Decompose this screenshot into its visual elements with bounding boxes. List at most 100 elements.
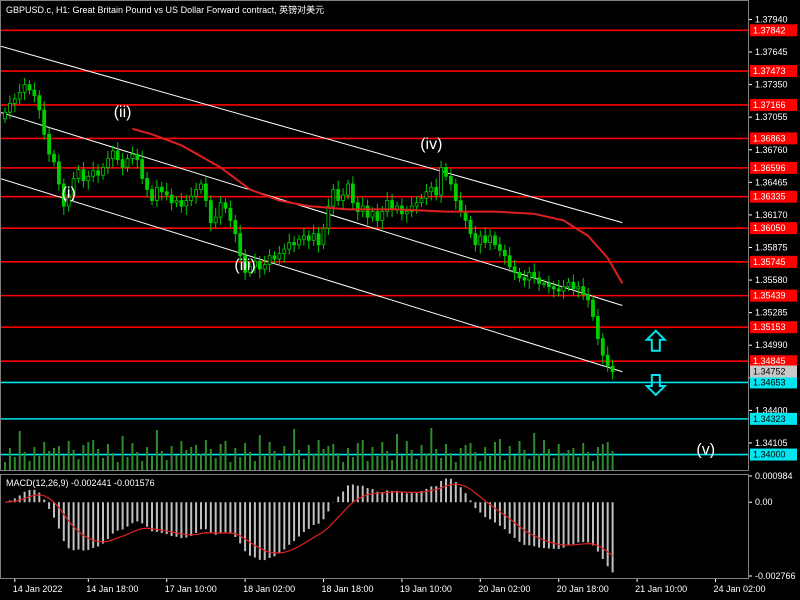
chart-title: GBPUSD.c, H1: Great Britain Pound vs US … <box>6 4 324 15</box>
candle <box>86 170 91 190</box>
candle <box>282 243 287 263</box>
candle <box>473 225 478 252</box>
candle <box>189 187 194 207</box>
candle-body <box>208 200 213 224</box>
candle-body <box>311 233 316 241</box>
resistance-level-4-tag-bg <box>750 161 797 174</box>
candle-body <box>414 202 419 207</box>
candle-body <box>493 235 497 246</box>
price-tick-label: 1.35875 <box>755 242 788 252</box>
wave-label: (iv) <box>420 136 442 153</box>
candle <box>106 150 110 175</box>
resistance-level-9-tag-bg <box>750 321 797 334</box>
resistance-level-7-tag: 1.35745 <box>753 257 786 267</box>
candle-body <box>272 255 277 260</box>
support-level-0-tag-bg <box>750 376 797 389</box>
candle-body <box>233 220 238 235</box>
price-tick-label: 1.37940 <box>755 14 788 24</box>
candle <box>493 231 497 250</box>
candle-body <box>164 191 169 196</box>
candle-body <box>370 211 375 218</box>
wave-label: (iii) <box>234 257 255 274</box>
candle <box>468 216 473 239</box>
candle-body <box>292 242 297 246</box>
candle <box>596 308 600 346</box>
candle <box>571 274 576 296</box>
resistance-level-2-tag-bg <box>750 98 797 111</box>
candle <box>424 183 429 205</box>
candle-body <box>145 178 150 190</box>
candle <box>453 178 458 210</box>
candle-body <box>355 202 360 213</box>
candle <box>444 163 448 181</box>
candle-body <box>488 235 493 243</box>
candle-body <box>497 244 502 251</box>
resistance-level-6-tag: 1.36050 <box>753 223 786 233</box>
candle <box>238 224 243 262</box>
candle-body <box>502 249 507 257</box>
candle-body <box>434 186 439 196</box>
candle-body <box>331 189 336 207</box>
price-tick-label: 1.35285 <box>755 308 788 318</box>
candle-body <box>316 233 321 246</box>
candle <box>547 275 551 294</box>
candle <box>483 227 488 249</box>
candle <box>248 262 252 277</box>
moving-average-line <box>132 127 624 284</box>
candle <box>566 277 571 292</box>
candle <box>576 281 581 298</box>
candle <box>37 90 42 119</box>
candle <box>81 161 86 188</box>
candle <box>208 195 213 232</box>
arrow-up-icon <box>644 329 668 352</box>
macd-signal-line <box>4 483 613 557</box>
candle <box>507 246 512 273</box>
candle-body <box>110 150 115 159</box>
candle <box>326 198 331 235</box>
candle <box>478 230 483 254</box>
candle <box>458 191 463 218</box>
candle <box>316 227 321 253</box>
candle <box>532 263 537 284</box>
support-level-2-tag-bg <box>750 448 797 461</box>
candle <box>409 197 414 218</box>
candle <box>66 186 71 212</box>
candle-body <box>169 194 174 204</box>
candle-body <box>380 211 385 221</box>
resistance-level-8-tag-bg <box>750 289 797 302</box>
candle <box>57 154 61 191</box>
candle <box>267 249 272 273</box>
candle-body <box>610 365 615 373</box>
candle <box>292 235 297 253</box>
price-tick-label: 1.36760 <box>755 145 788 155</box>
candle <box>277 245 282 266</box>
candle <box>311 224 316 246</box>
candle <box>321 223 326 250</box>
candle <box>140 150 145 184</box>
candle <box>174 196 179 208</box>
candle-body <box>463 211 468 221</box>
candle-body <box>556 288 561 292</box>
candle-body <box>419 197 424 204</box>
candle-body <box>174 200 179 204</box>
candle <box>262 255 267 275</box>
candle-body <box>32 89 37 97</box>
resistance-level-9-tag: 1.35153 <box>753 322 786 332</box>
candle-body <box>199 183 203 190</box>
candle <box>27 80 32 95</box>
candle-body <box>61 183 66 207</box>
candle <box>130 146 135 166</box>
candle <box>517 267 522 283</box>
candle-body <box>468 220 473 235</box>
macd-label: MACD(12,26,9) -0.002441 -0.001576 <box>6 478 155 488</box>
candle <box>605 346 610 372</box>
candle-body <box>306 235 311 241</box>
candle <box>213 208 218 229</box>
candle-body <box>512 266 517 273</box>
candle <box>341 188 346 209</box>
time-tick-label: 14 Jan 2022 <box>13 584 63 594</box>
candle-body <box>532 271 537 279</box>
candle-body <box>22 84 27 93</box>
candle <box>42 101 47 140</box>
candle <box>145 171 150 198</box>
